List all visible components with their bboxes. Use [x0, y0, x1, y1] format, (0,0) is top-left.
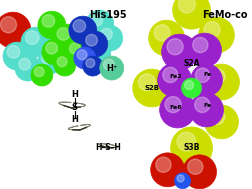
Circle shape: [174, 173, 190, 189]
Circle shape: [73, 20, 85, 32]
Circle shape: [90, 14, 102, 26]
Polygon shape: [107, 145, 117, 148]
Circle shape: [132, 69, 170, 107]
Text: Fe: Fe: [203, 103, 211, 108]
Circle shape: [138, 74, 155, 91]
Circle shape: [176, 175, 183, 182]
Circle shape: [184, 81, 193, 90]
Circle shape: [31, 64, 53, 86]
Circle shape: [189, 93, 223, 127]
Circle shape: [74, 47, 96, 69]
Circle shape: [85, 59, 94, 67]
Text: FeMo-co: FeMo-co: [201, 10, 246, 20]
Text: Fe6: Fe6: [169, 105, 181, 110]
Circle shape: [103, 59, 114, 70]
Text: S: S: [72, 103, 78, 112]
Circle shape: [182, 155, 216, 189]
Circle shape: [159, 92, 195, 128]
Circle shape: [178, 0, 195, 13]
Circle shape: [157, 63, 191, 97]
Circle shape: [15, 55, 41, 81]
Circle shape: [25, 31, 39, 44]
Circle shape: [97, 25, 122, 51]
Circle shape: [1, 17, 16, 33]
Circle shape: [42, 15, 54, 27]
Circle shape: [82, 56, 102, 76]
Circle shape: [203, 64, 239, 100]
Circle shape: [209, 109, 224, 125]
Circle shape: [172, 0, 210, 29]
Circle shape: [46, 42, 57, 54]
Circle shape: [54, 54, 76, 76]
Circle shape: [0, 12, 31, 48]
Text: S2A: S2A: [183, 59, 199, 68]
Circle shape: [166, 39, 182, 55]
Circle shape: [53, 24, 80, 52]
Circle shape: [85, 34, 97, 46]
Text: H: H: [71, 115, 78, 124]
Circle shape: [38, 11, 66, 39]
Polygon shape: [59, 102, 72, 108]
Text: His195: His195: [89, 10, 126, 20]
Circle shape: [69, 16, 97, 44]
Polygon shape: [68, 126, 80, 130]
Text: S3B: S3B: [183, 143, 199, 152]
Circle shape: [100, 28, 112, 40]
Circle shape: [3, 42, 31, 70]
Text: H⁺: H⁺: [106, 64, 117, 73]
Circle shape: [69, 43, 80, 54]
Circle shape: [81, 31, 107, 57]
Circle shape: [176, 132, 195, 151]
Circle shape: [181, 78, 201, 98]
Circle shape: [92, 46, 102, 56]
Polygon shape: [98, 144, 107, 148]
Circle shape: [34, 67, 44, 77]
Circle shape: [150, 153, 184, 187]
Circle shape: [148, 20, 184, 56]
Text: Fe2: Fe2: [169, 74, 181, 79]
Circle shape: [204, 105, 238, 139]
Circle shape: [161, 34, 197, 70]
Circle shape: [170, 127, 212, 169]
Circle shape: [203, 22, 219, 38]
Circle shape: [195, 68, 209, 82]
Circle shape: [190, 64, 222, 96]
Circle shape: [41, 53, 52, 64]
Circle shape: [88, 43, 110, 65]
Circle shape: [198, 17, 234, 53]
Circle shape: [162, 67, 177, 83]
Circle shape: [164, 97, 180, 113]
Circle shape: [77, 50, 87, 60]
Circle shape: [57, 28, 69, 40]
Circle shape: [194, 97, 209, 112]
Polygon shape: [72, 103, 85, 108]
Text: S2B: S2B: [144, 85, 159, 91]
Circle shape: [42, 39, 68, 65]
Polygon shape: [80, 125, 90, 130]
Text: H–S–H: H–S–H: [94, 143, 120, 152]
Circle shape: [7, 46, 20, 58]
Circle shape: [187, 33, 221, 67]
Circle shape: [155, 157, 170, 172]
Text: Fe: Fe: [203, 72, 211, 77]
Circle shape: [85, 10, 113, 38]
Circle shape: [38, 50, 62, 74]
Circle shape: [66, 40, 89, 64]
Circle shape: [19, 58, 30, 70]
Circle shape: [208, 69, 224, 85]
Circle shape: [99, 56, 123, 80]
Circle shape: [21, 27, 51, 57]
Circle shape: [153, 25, 170, 41]
Circle shape: [192, 37, 207, 53]
Circle shape: [187, 159, 202, 174]
Text: H: H: [71, 91, 78, 99]
Circle shape: [57, 57, 67, 67]
